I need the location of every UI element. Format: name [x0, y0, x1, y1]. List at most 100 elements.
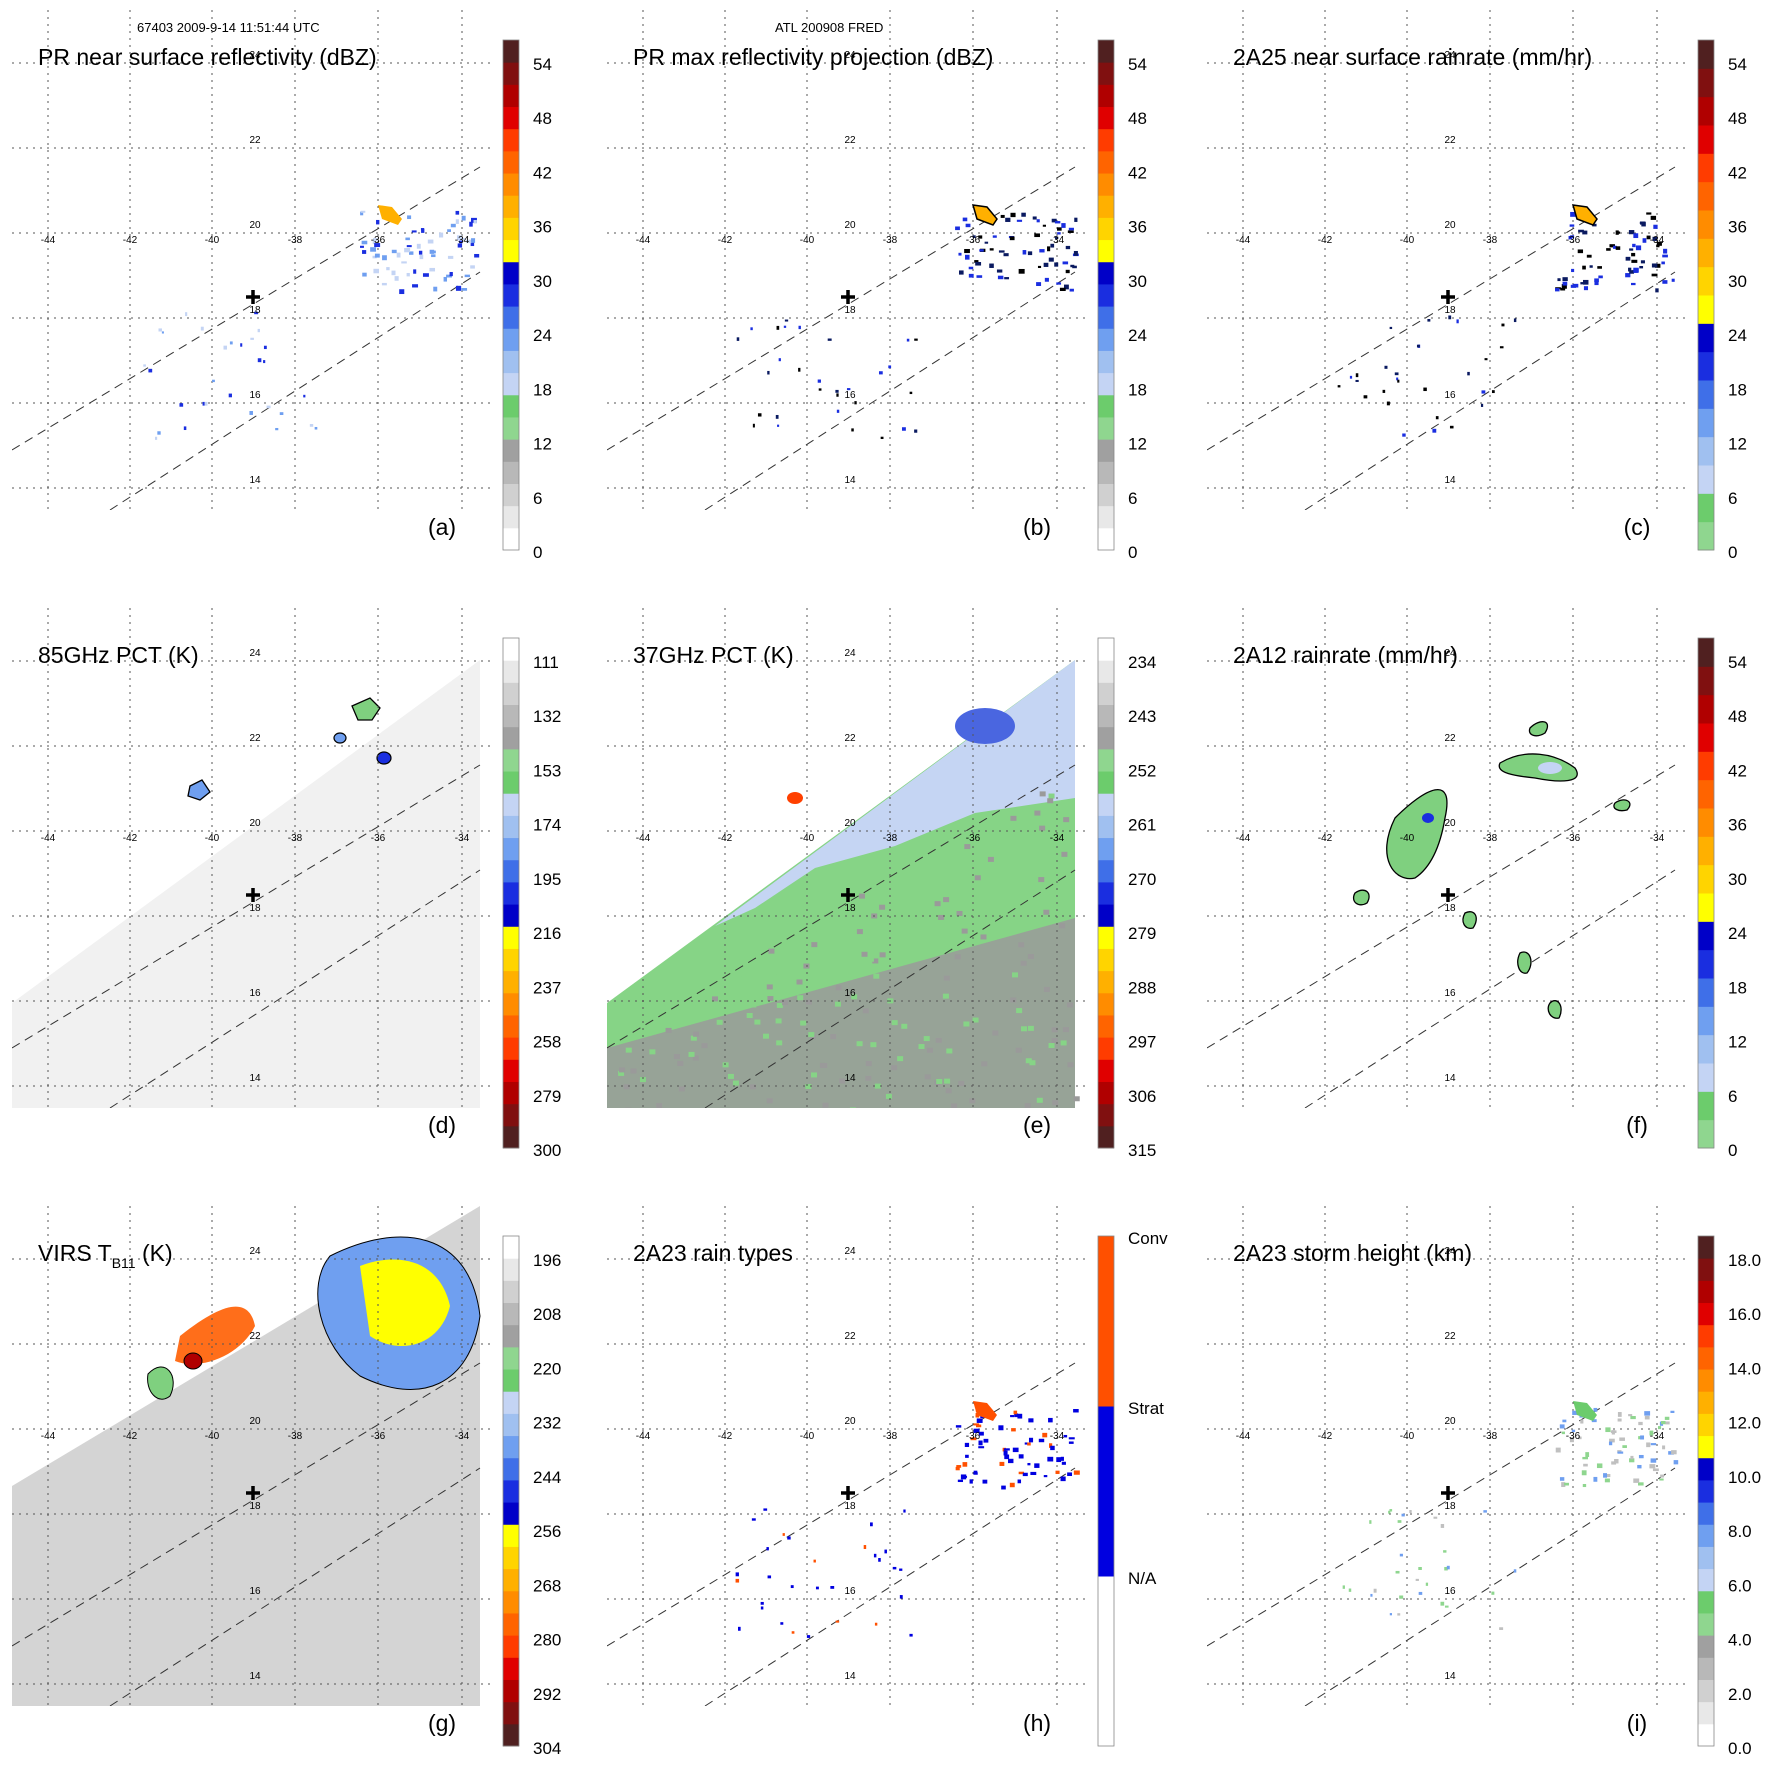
pixel — [676, 1007, 683, 1013]
echo-pixel — [975, 262, 982, 266]
echo-pixel — [471, 238, 476, 243]
colorbar-swatch — [1698, 1701, 1714, 1725]
pixel — [690, 1035, 697, 1041]
lon-label: -34 — [455, 235, 470, 246]
echo-pixel — [1055, 1470, 1060, 1474]
lat-label: 22 — [249, 1331, 261, 1342]
echo-pixel — [456, 235, 462, 241]
echo-pixel — [1003, 1450, 1008, 1456]
colorbar-swatch — [1098, 62, 1114, 85]
lat-label: 24 — [844, 648, 856, 659]
lat-label: 16 — [249, 390, 261, 401]
echo-pixel — [433, 286, 438, 292]
echo-pixel — [455, 210, 460, 215]
pixel — [924, 1074, 931, 1080]
lat-label: 24 — [249, 1246, 261, 1257]
pixel — [865, 1061, 872, 1067]
echo-pixel — [1591, 1419, 1597, 1423]
echo-pixel — [969, 1479, 973, 1484]
pixel — [942, 993, 949, 999]
pixel — [899, 899, 906, 905]
colorbar-swatch — [1698, 210, 1714, 239]
colorbar-tick-label: 24 — [1128, 326, 1147, 345]
lon-label: -42 — [718, 833, 733, 844]
echo-pixel — [738, 1626, 741, 1631]
colorbar-swatch — [1698, 1502, 1714, 1525]
echo-pixel — [1399, 1553, 1403, 1557]
colorbar-swatch — [503, 306, 519, 329]
colorbar-tick-label: Conv — [1128, 1229, 1168, 1248]
echo-pixel — [391, 270, 396, 276]
echo-pixel — [1592, 223, 1597, 227]
pixel — [1052, 1100, 1059, 1106]
pixel — [1016, 1008, 1023, 1014]
pixel — [689, 991, 696, 997]
map-area — [12, 608, 492, 1108]
colorbar-tick-label: 6.0 — [1728, 1576, 1752, 1595]
echo-pixel — [1491, 390, 1495, 394]
echo-pixel — [1001, 1485, 1006, 1490]
lat-label: 14 — [1444, 1671, 1456, 1682]
colorbar: 54 48 42 36 30 24 18 12 6 0 — [1097, 39, 1147, 562]
echo-pixel — [1423, 387, 1427, 392]
echo-pixel — [474, 253, 480, 258]
pixel — [897, 906, 904, 912]
echo-pixel — [1056, 1457, 1062, 1463]
echo-pixel — [787, 1536, 791, 1540]
echo-pixel — [783, 325, 787, 328]
echo-pixel — [1043, 262, 1049, 267]
colorbar-tick-label: 6 — [1728, 489, 1737, 508]
lon-label: -38 — [883, 1431, 898, 1442]
lon-label: -36 — [1566, 833, 1581, 844]
echo-pixel — [1399, 1595, 1404, 1599]
pixel — [1055, 885, 1062, 891]
echo-pixel — [964, 1442, 970, 1448]
colorbar-swatch — [503, 1369, 519, 1392]
echo-pixel — [1397, 1520, 1402, 1523]
echo-pixel — [846, 388, 851, 391]
colorbar-swatch — [503, 195, 519, 218]
echo-pixel — [455, 285, 462, 291]
echo-pixel — [1608, 1441, 1613, 1446]
echo-pixel — [978, 1440, 983, 1446]
pixel — [665, 1027, 672, 1033]
lon-label: -36 — [966, 235, 981, 246]
echo-pixel — [955, 1466, 960, 1471]
echo-pixel — [1499, 1627, 1504, 1630]
pixel — [702, 994, 709, 1000]
pixel — [891, 1020, 898, 1026]
echo-pixel — [1582, 230, 1588, 235]
lat-label: 18 — [844, 305, 856, 316]
panel-g: -44 -42 -40 -38 -36 -34 24 22 20 18 16 14 VIRS TB11 … — [0, 1206, 561, 1758]
panel-f: -44 -42 -40 -38 -36 -34 24 22 20 18 16 14 2A12 rainr… — [1195, 608, 1747, 1160]
echo-pixel — [906, 338, 910, 342]
colorbar-tick-label: 6 — [1728, 1087, 1737, 1106]
lat-label: 14 — [844, 475, 856, 486]
echo-pixel — [421, 228, 425, 233]
echo-pixel — [775, 414, 779, 419]
colorbar-swatch — [1698, 436, 1714, 466]
colorbar-swatch — [503, 948, 519, 972]
lon-label: -38 — [1483, 1431, 1498, 1442]
echo-pixel — [1444, 1566, 1448, 1571]
lon-label: -36 — [371, 833, 386, 844]
pixel — [1048, 793, 1055, 799]
colorbar-tick-label: 16.0 — [1728, 1305, 1761, 1324]
echo-pixel — [406, 245, 412, 248]
colorbar-swatch — [503, 239, 519, 263]
colorbar-swatch — [503, 217, 519, 241]
pixel — [954, 954, 961, 960]
pixel — [1035, 898, 1042, 904]
pixel — [938, 914, 945, 920]
echo-pixel — [1016, 219, 1023, 222]
colorbar: Conv Strat N/A — [1097, 1229, 1168, 1747]
pixel — [964, 844, 971, 850]
map-plot: -44 -42 -40 -38 -36 -34 24 22 20 18 16 14 2A25 near … — [1207, 10, 1747, 562]
echo-pixel — [447, 229, 451, 232]
echo-pixel — [470, 241, 475, 247]
echo-pixel — [374, 243, 381, 248]
colorbar-tick-label: 36 — [1728, 816, 1747, 835]
echo-pixel — [1642, 238, 1647, 243]
colorbar-swatch — [503, 1302, 519, 1326]
colorbar-swatch — [503, 461, 519, 484]
